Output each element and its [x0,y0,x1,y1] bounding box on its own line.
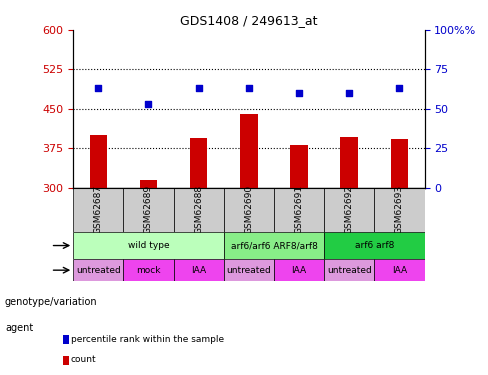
Text: GSM62688: GSM62688 [194,185,203,234]
Text: arf6 arf8: arf6 arf8 [355,241,394,250]
FancyBboxPatch shape [224,259,274,281]
Text: GSM62690: GSM62690 [244,185,253,234]
FancyBboxPatch shape [374,188,425,232]
Text: GSM62691: GSM62691 [295,185,304,234]
Text: GSM62693: GSM62693 [395,185,404,234]
FancyBboxPatch shape [274,188,324,232]
Text: untreated: untreated [327,266,372,274]
Text: percentile rank within the sample: percentile rank within the sample [71,335,224,344]
FancyBboxPatch shape [324,259,374,281]
Point [346,90,353,96]
Text: arf6/arf6 ARF8/arf8: arf6/arf6 ARF8/arf8 [230,241,317,250]
Text: untreated: untreated [76,266,121,274]
Text: wild type: wild type [128,241,169,250]
Bar [341,136,358,188]
Text: mock: mock [136,266,161,274]
Text: IAA: IAA [291,266,306,274]
FancyBboxPatch shape [174,259,224,281]
Text: IAA: IAA [392,266,407,274]
Bar [240,114,258,188]
FancyBboxPatch shape [224,232,324,259]
Point [94,86,102,92]
FancyBboxPatch shape [274,259,324,281]
FancyBboxPatch shape [224,188,274,232]
Text: agent: agent [5,323,33,333]
Text: IAA: IAA [191,266,206,274]
Point [396,86,404,92]
FancyBboxPatch shape [73,259,123,281]
Point [245,86,253,92]
FancyBboxPatch shape [123,188,174,232]
Point [195,86,203,92]
Bar [140,180,157,188]
Text: GSM62689: GSM62689 [144,185,153,234]
Bar [290,144,308,188]
Text: untreated: untreated [226,266,271,274]
FancyBboxPatch shape [324,232,425,259]
Title: GDS1408 / 249613_at: GDS1408 / 249613_at [180,15,318,27]
Bar [89,135,107,188]
Bar [190,138,207,188]
FancyBboxPatch shape [174,188,224,232]
FancyBboxPatch shape [374,259,425,281]
Text: GSM62692: GSM62692 [345,185,354,234]
FancyBboxPatch shape [73,232,224,259]
Text: count: count [71,356,97,364]
Point [144,101,152,107]
Point [295,90,303,96]
FancyBboxPatch shape [324,188,374,232]
Text: GSM62687: GSM62687 [94,185,103,234]
Bar [391,139,408,188]
FancyBboxPatch shape [73,188,123,232]
Text: genotype/variation: genotype/variation [5,297,98,307]
FancyBboxPatch shape [123,259,174,281]
